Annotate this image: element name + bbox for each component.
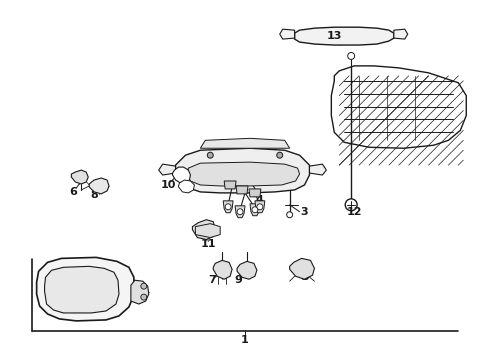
Polygon shape xyxy=(213,260,232,279)
Polygon shape xyxy=(172,167,191,183)
Polygon shape xyxy=(196,224,220,238)
Text: 11: 11 xyxy=(200,239,216,249)
Circle shape xyxy=(244,267,250,274)
Polygon shape xyxy=(255,201,265,213)
Text: 9: 9 xyxy=(234,275,242,285)
Text: 8: 8 xyxy=(90,190,98,200)
Polygon shape xyxy=(290,258,315,279)
Polygon shape xyxy=(159,164,175,175)
Polygon shape xyxy=(223,201,233,213)
Polygon shape xyxy=(89,178,109,194)
Circle shape xyxy=(141,283,147,289)
Text: 13: 13 xyxy=(327,31,342,41)
Circle shape xyxy=(225,204,231,210)
Circle shape xyxy=(277,152,283,158)
Polygon shape xyxy=(193,220,215,239)
Polygon shape xyxy=(131,280,149,304)
Polygon shape xyxy=(236,186,248,194)
Text: 1: 1 xyxy=(241,335,249,345)
Circle shape xyxy=(284,32,289,37)
Text: 7: 7 xyxy=(208,275,216,285)
Polygon shape xyxy=(235,206,245,218)
Text: 2: 2 xyxy=(97,294,105,304)
Circle shape xyxy=(287,212,293,218)
Circle shape xyxy=(272,172,278,178)
Polygon shape xyxy=(45,266,119,313)
Circle shape xyxy=(252,207,258,213)
Polygon shape xyxy=(37,257,134,321)
Polygon shape xyxy=(250,204,260,216)
Circle shape xyxy=(316,31,323,39)
Text: 12: 12 xyxy=(346,207,362,217)
Polygon shape xyxy=(237,261,257,279)
Text: 6: 6 xyxy=(70,187,77,197)
Circle shape xyxy=(398,32,403,37)
Polygon shape xyxy=(394,29,408,39)
Circle shape xyxy=(348,53,355,59)
Text: 4: 4 xyxy=(256,195,264,205)
Circle shape xyxy=(257,204,263,210)
Polygon shape xyxy=(175,148,310,193)
Polygon shape xyxy=(294,27,394,45)
Circle shape xyxy=(287,157,293,163)
Circle shape xyxy=(365,31,373,39)
Circle shape xyxy=(141,294,147,300)
Polygon shape xyxy=(310,164,326,175)
Polygon shape xyxy=(249,189,261,197)
Text: 5: 5 xyxy=(301,272,308,282)
Polygon shape xyxy=(280,29,294,39)
Text: 10: 10 xyxy=(161,180,176,190)
Circle shape xyxy=(207,152,213,158)
Polygon shape xyxy=(331,66,466,148)
Text: 3: 3 xyxy=(301,207,308,217)
Polygon shape xyxy=(178,180,195,193)
Circle shape xyxy=(345,199,357,211)
Polygon shape xyxy=(187,162,299,186)
Circle shape xyxy=(237,209,243,215)
Circle shape xyxy=(202,172,208,178)
Polygon shape xyxy=(72,170,88,184)
Polygon shape xyxy=(200,138,290,148)
Polygon shape xyxy=(224,181,236,189)
